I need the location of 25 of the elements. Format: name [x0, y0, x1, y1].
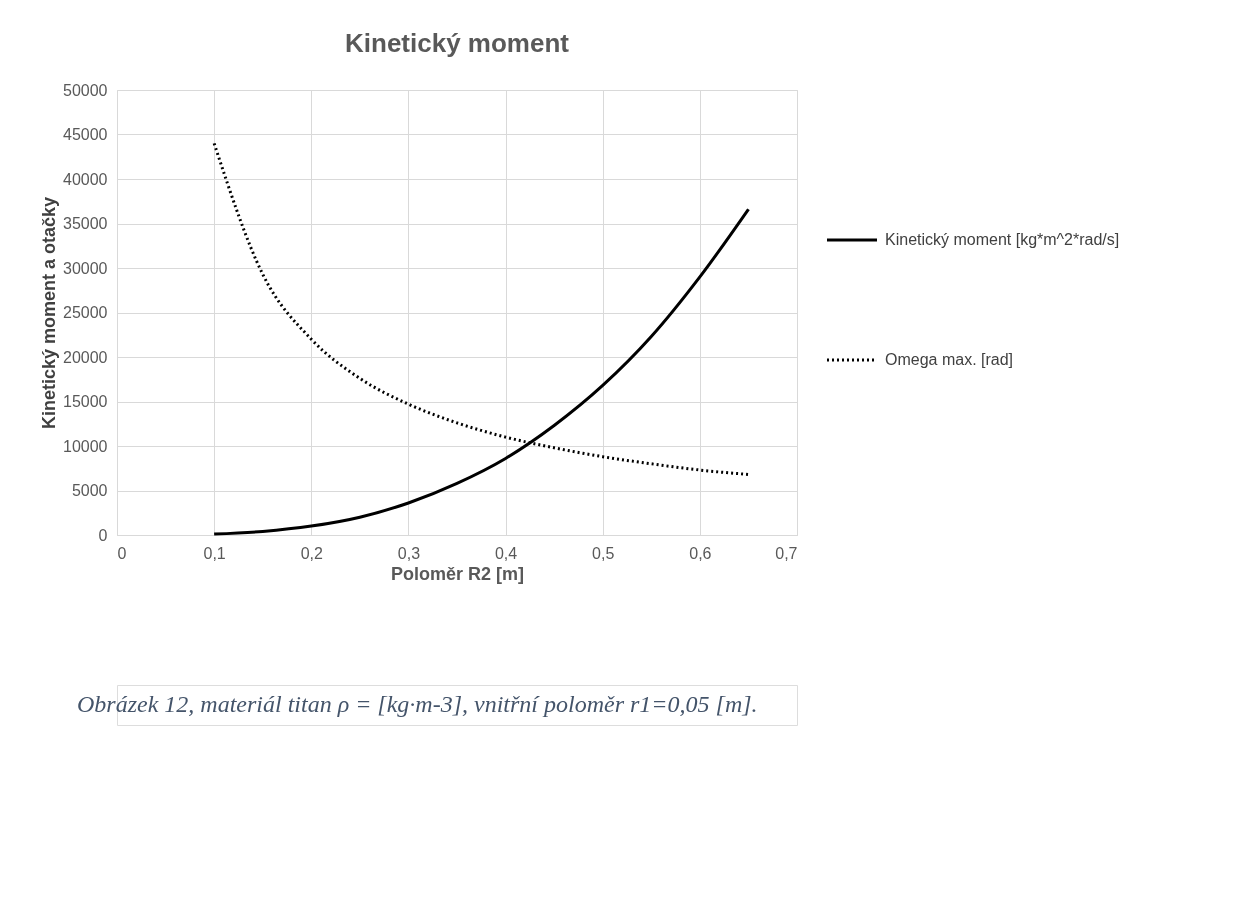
legend-label: Kinetický moment [kg*m^2*rad/s]: [885, 231, 1120, 248]
y-tick-label: 10000: [63, 437, 108, 455]
y-tick-label: 35000: [63, 215, 108, 232]
y-axis-title: Kinetický moment a otačky: [39, 196, 60, 430]
x-tick-label: 0,4: [494, 544, 518, 562]
x-tick-label: 0,3: [397, 544, 421, 562]
y-tick-label: 25000: [63, 304, 108, 321]
y-tick-label: 40000: [63, 170, 108, 188]
y-tick-label: 50000: [63, 81, 108, 99]
x-tick-label: 0,2: [300, 544, 323, 562]
x-tick-label: 0,1: [203, 544, 226, 562]
text: Obrázek 12, materiál titan ρ = [kg·m-3], vnitřní poloměr r1=0,05 [m].: [77, 691, 758, 717]
x-tick-label: 0: [117, 544, 127, 562]
y-tick-label: 5000: [71, 482, 108, 499]
chart-title: Kinetický moment: [345, 28, 570, 58]
x-tick-label: 0,7: [775, 544, 798, 562]
x-tick-label: 0,6: [689, 544, 712, 562]
x-axis-title: Poloměr R2 [m]: [390, 563, 525, 584]
legend-label: Omega max. [rad]: [885, 351, 1014, 368]
x-tick-label: 0,5: [592, 544, 615, 562]
y-tick-label: 30000: [63, 259, 108, 277]
y-tick-label: 15000: [63, 393, 108, 410]
y-tick-label: 20000: [63, 348, 108, 366]
y-tick-label: 0: [98, 526, 108, 544]
y-tick-label: 45000: [63, 126, 108, 143]
